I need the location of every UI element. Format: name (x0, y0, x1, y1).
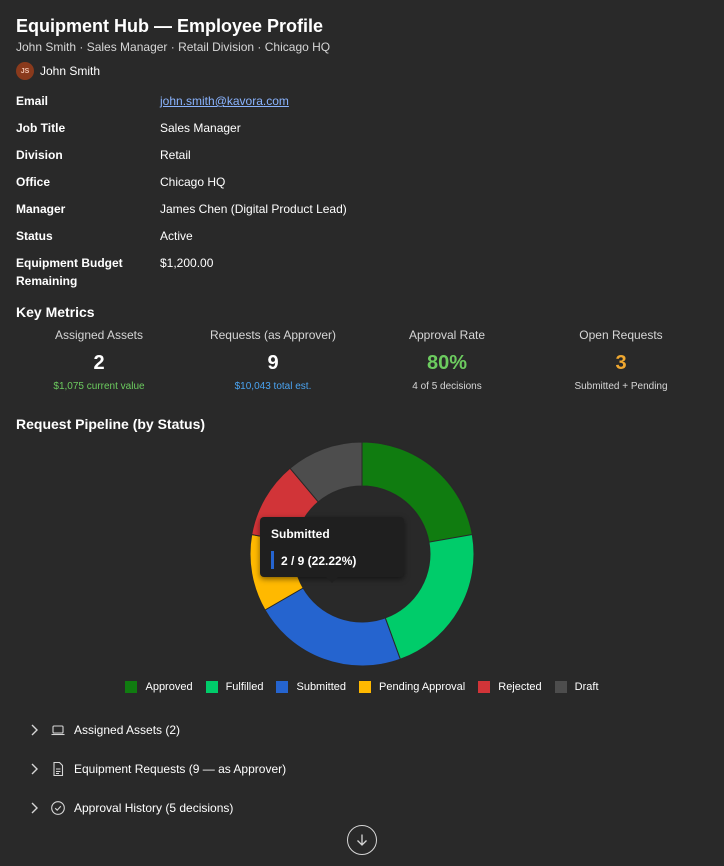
legend-item-submitted[interactable]: Submitted (276, 681, 346, 693)
field-value: $1,200.00 (160, 256, 214, 270)
chart-legend: Approved Fulfilled Submitted Pending Approv… (0, 681, 724, 693)
legend-item-rejected[interactable]: Rejected (478, 681, 542, 693)
metric-approval-rate: Approval Rate 80% 4 of 5 decisions (360, 328, 534, 392)
section-assigned-assets[interactable]: Assigned Assets (2) (26, 720, 686, 740)
field-label: Status (16, 229, 53, 243)
field-row-manager: Manager James Chen (Digital Product Lead… (16, 200, 676, 227)
legend-label: Submitted (296, 681, 347, 693)
section-label: Equipment Requests (9 — as Approver) (74, 762, 287, 776)
field-row-division: Division Retail (16, 146, 676, 173)
legend-label: Pending Approval (379, 681, 466, 693)
user-name: John Smith (40, 64, 101, 78)
tooltip-value: 2 / 9 (22.22%) (281, 554, 357, 568)
metric-sub: 4 of 5 decisions (412, 381, 482, 392)
donut-slice-draft[interactable] (289, 441, 363, 503)
field-value: James Chen (Digital Product Lead) (160, 202, 347, 216)
legend-swatch (359, 681, 372, 693)
pipeline-title: Request Pipeline (by Status) (16, 416, 206, 432)
field-label: Equipment Budget Remaining (16, 256, 123, 288)
tooltip-color-bar (271, 551, 274, 569)
arrow-down-circle-icon (357, 834, 367, 846)
metric-sub: $10,043 total est. (234, 381, 312, 392)
legend-item-pending-approval[interactable]: Pending Approval (359, 681, 465, 693)
section-equipment-requests[interactable]: Equipment Requests (9 — as Approver) (26, 759, 686, 779)
profile-fields: Email john.smith@kavora.com Job Title Sa… (16, 92, 676, 290)
metric-label: Assigned Assets (54, 328, 144, 342)
field-row-email: Email john.smith@kavora.com (16, 92, 676, 119)
field-value: Sales Manager (160, 121, 241, 135)
section-label: Approval History (5 decisions) (74, 801, 234, 815)
page-title: Equipment Hub — Employee Profile (16, 16, 324, 36)
field-value: Retail (160, 148, 191, 162)
scroll-down-button[interactable] (347, 825, 377, 855)
metric-assigned-assets: Assigned Assets 2 $1,075 current value (12, 328, 186, 392)
section-approval-history[interactable]: Approval History (5 decisions) (26, 798, 686, 818)
document-icon (53, 761, 64, 777)
legend-label: Approved (145, 681, 193, 693)
page-subtitle: John Smith · Sales Manager · Retail Divi… (16, 40, 331, 54)
legend-label: Rejected (498, 681, 542, 693)
field-label: Office (16, 175, 51, 189)
metrics-row: Assigned Assets 2 $1,075 current value R… (0, 328, 724, 392)
metric-sub: $1,075 current value (53, 381, 145, 392)
section-label: Assigned Assets (2) (74, 723, 181, 737)
metric-label: Open Requests (579, 328, 663, 342)
legend-label: Fulfilled (225, 681, 264, 693)
chevron-right-icon (31, 763, 38, 775)
field-label: Email (16, 94, 49, 108)
field-label: Job Title (16, 121, 66, 135)
donut-slice-submitted[interactable] (264, 587, 401, 667)
legend-label: Draft (574, 681, 599, 693)
metric-sub: Submitted + Pending (574, 381, 668, 392)
chart-tooltip: Submitted 2 / 9 (22.22%) (260, 517, 404, 583)
metric-label: Requests (as Approver) (209, 328, 337, 342)
email-link[interactable]: john.smith@kavora.com (160, 94, 289, 108)
field-row-job-title: Job Title Sales Manager (16, 119, 676, 146)
legend-item-approved[interactable]: Approved (125, 681, 193, 693)
tooltip-arrow (326, 577, 338, 583)
legend-swatch (554, 681, 567, 693)
avatar: JS (16, 62, 34, 80)
chevron-right-icon (31, 802, 38, 814)
field-label: Division (16, 148, 63, 162)
legend-swatch (478, 681, 491, 693)
metric-label: Approval Rate (408, 328, 486, 342)
metric-value: 80% (426, 352, 468, 374)
field-row-status: Status Active (16, 227, 676, 254)
key-metrics-title: Key Metrics (16, 304, 95, 320)
field-value: Active (160, 229, 193, 243)
metric-open-requests: Open Requests 3 Submitted + Pending (534, 328, 708, 392)
chevron-right-icon (31, 724, 38, 736)
legend-swatch (125, 681, 138, 693)
tooltip-title: Submitted (271, 527, 330, 541)
field-row-office: Office Chicago HQ (16, 173, 676, 200)
field-label: Manager (16, 202, 66, 216)
laptop-icon (51, 725, 65, 736)
legend-item-fulfilled[interactable]: Fulfilled (205, 681, 264, 693)
check-circle-icon (51, 801, 65, 815)
field-value: Chicago HQ (160, 175, 226, 189)
user-chip[interactable]: JS John Smith (16, 62, 100, 80)
metric-value: 2 (93, 352, 105, 374)
legend-swatch (205, 681, 218, 693)
field-row-budget: Equipment Budget Remaining $1,200.00 (16, 254, 676, 290)
metric-requests: Requests (as Approver) 9 $10,043 total e… (186, 328, 360, 392)
metric-value: 3 (615, 352, 627, 374)
legend-item-draft[interactable]: Draft (554, 681, 599, 693)
legend-swatch (276, 681, 289, 693)
metric-value: 9 (267, 352, 279, 374)
